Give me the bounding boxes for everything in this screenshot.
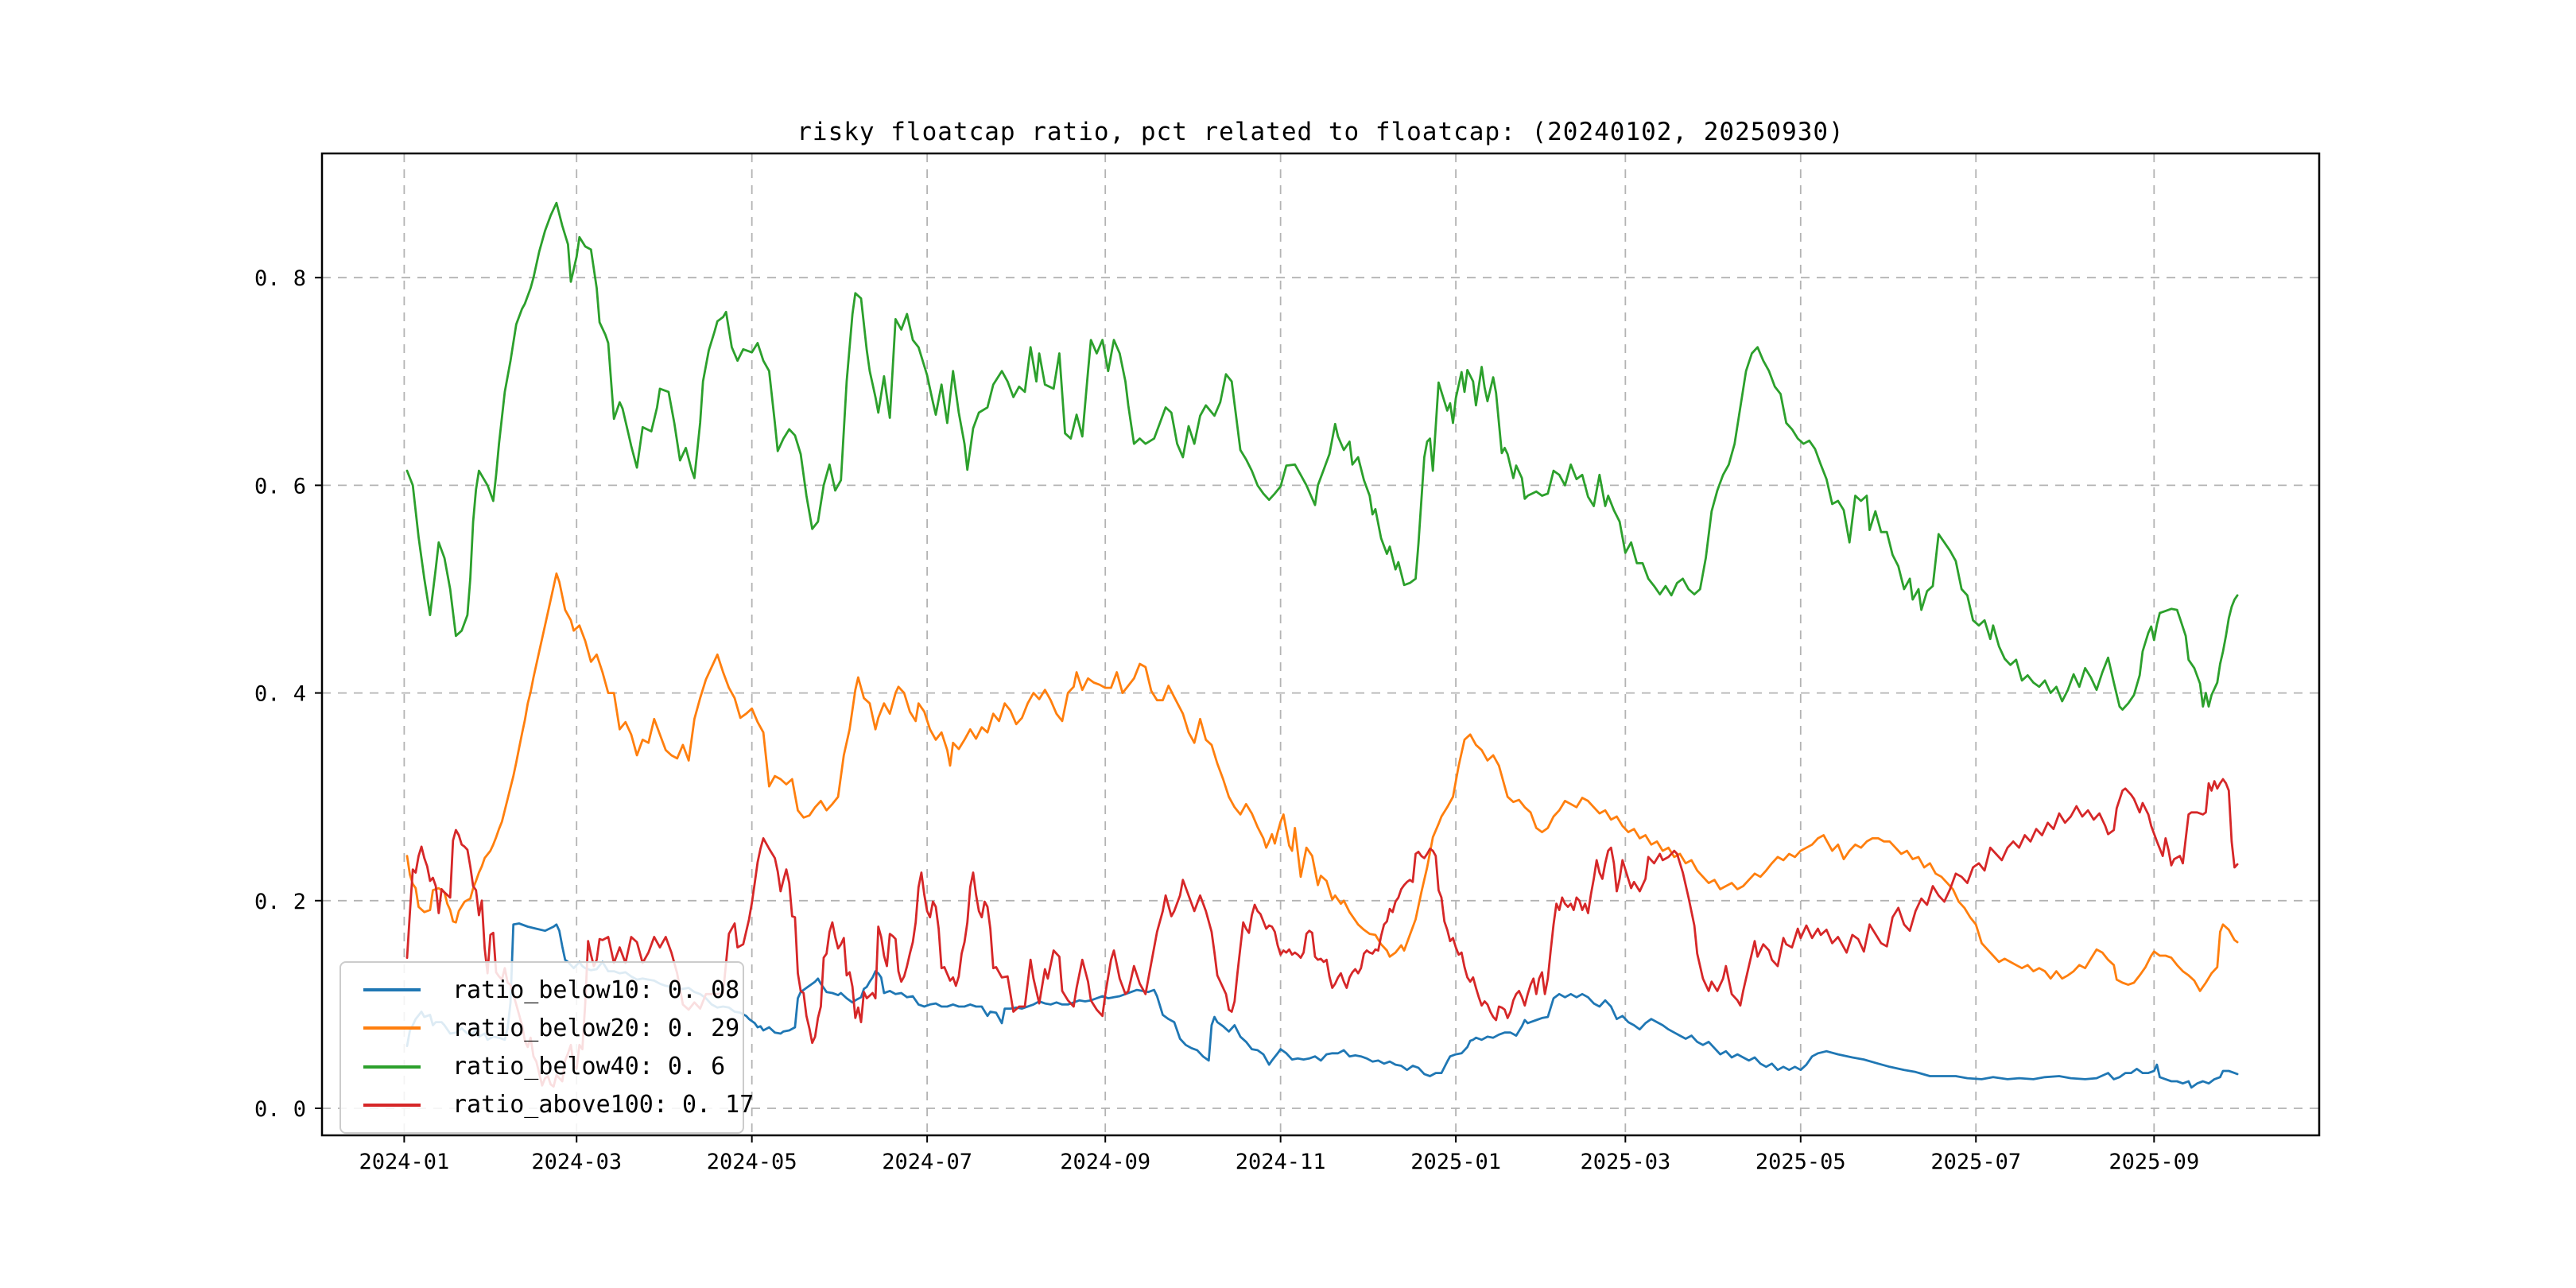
axes-frame: [320, 152, 2321, 1137]
legend-label-ratio_below40: ratio_below40: 0. 6: [452, 1053, 726, 1081]
y-tick-label: 0. 6: [254, 474, 306, 499]
legend-item-ratio_below20: ratio_below20: 0. 29: [341, 1011, 743, 1046]
legend-swatch-ratio_below20: [363, 1026, 421, 1030]
y-tick-label: 0. 8: [254, 266, 306, 291]
legend-box: ratio_below10: 0. 08 ratio_below20: 0. 29…: [339, 961, 754, 1134]
legend-swatch-ratio_below10: [363, 988, 421, 992]
x-tick-label: 2024-09: [1060, 1150, 1150, 1174]
legend-label-ratio_above100: ratio_above100: 0. 17: [452, 1091, 755, 1119]
x-tick-label: 2024-07: [882, 1150, 972, 1174]
x-tick-label: 2025-03: [1580, 1150, 1670, 1174]
x-tick-label: 2025-01: [1410, 1150, 1501, 1174]
x-tick-label: 2024-05: [707, 1150, 797, 1174]
series-line-ratio_below20: [405, 572, 2239, 992]
x-tick-label: 2024-03: [531, 1150, 622, 1174]
legend-item-ratio_below40: ratio_below40: 0. 6: [341, 1049, 743, 1084]
y-tick-label: 0. 2: [254, 890, 306, 914]
x-tick-label: 2024-11: [1236, 1150, 1326, 1174]
y-tick-label: 0. 0: [254, 1097, 306, 1122]
x-tick-label: 2025-09: [2109, 1150, 2199, 1174]
x-tick-label: 2025-07: [1930, 1150, 2021, 1174]
legend-item-ratio_above100: ratio_above100: 0. 17: [341, 1088, 754, 1123]
legend-label-ratio_below10: ratio_below10: 0. 08: [452, 976, 740, 1004]
series-line-ratio_below40: [405, 201, 2239, 711]
legend-swatch-ratio_above100: [363, 1103, 421, 1107]
y-tick-label: 0. 4: [254, 682, 306, 707]
legend-item-ratio_below10: ratio_below10: 0. 08: [341, 972, 743, 1007]
chart-title: risky floatcap ratio, pct related to flo…: [797, 118, 1845, 146]
x-tick-label: 2025-05: [1755, 1150, 1846, 1174]
legend-label-ratio_below20: ratio_below20: 0. 29: [452, 1014, 740, 1042]
x-tick-label: 2024-01: [359, 1150, 449, 1174]
legend-swatch-ratio_below40: [363, 1065, 421, 1069]
